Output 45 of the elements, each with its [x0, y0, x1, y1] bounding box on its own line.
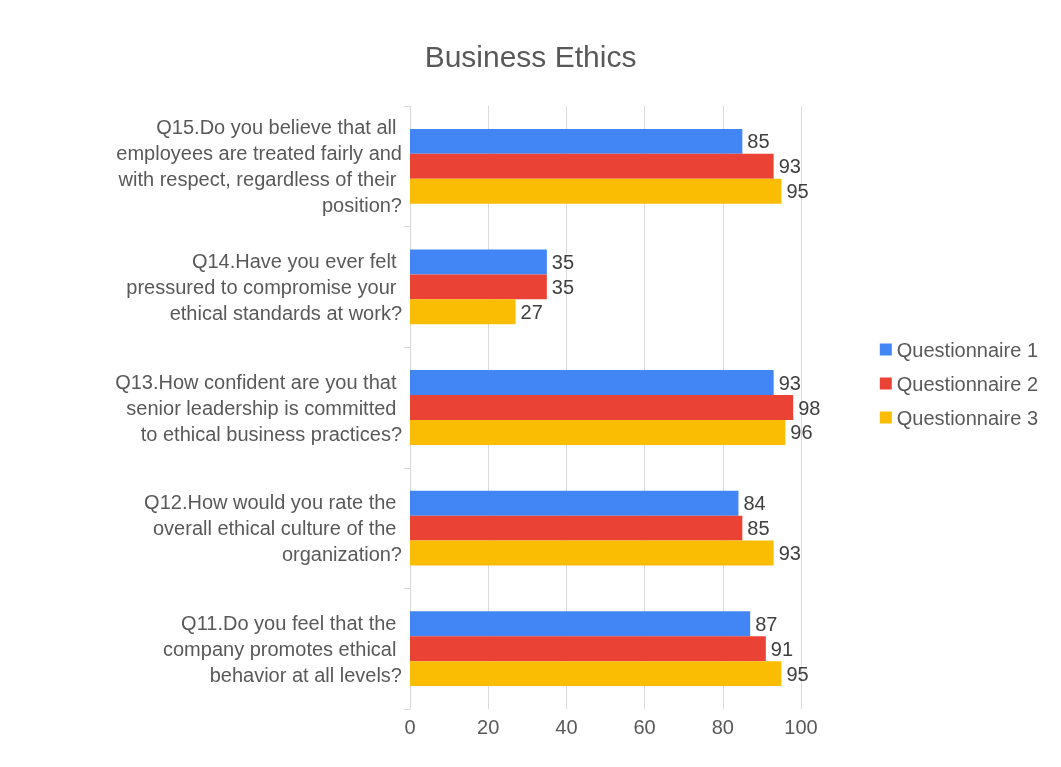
- data-label: 87: [755, 612, 778, 635]
- x-tick-label: 60: [633, 716, 656, 738]
- bar: [410, 128, 743, 154]
- bar: [410, 249, 547, 275]
- data-label: 84: [743, 492, 766, 515]
- bar: [410, 611, 751, 637]
- bar: [410, 395, 794, 420]
- x-tick-label: 20: [477, 716, 500, 738]
- data-label: 35: [551, 250, 575, 273]
- legend-label: Questionnaire 2: [896, 372, 1038, 395]
- data-label: 85: [747, 517, 770, 540]
- data-label: 93: [778, 155, 801, 178]
- data-label: 96: [790, 421, 813, 444]
- bar: [410, 153, 774, 179]
- bar: [410, 370, 774, 396]
- data-label: 91: [770, 637, 794, 660]
- y-tick-label: Q13.How confident are you that senior leadership is committed to ethical business practices?: [115, 370, 402, 445]
- bar: [410, 661, 782, 687]
- data-label: 98: [798, 396, 821, 419]
- chart-title: Business Ethics: [424, 39, 637, 73]
- data-label: 35: [551, 275, 575, 298]
- y-tick-label: Q14.Have you ever felt pressured to compromise your ethical standards at work?: [126, 249, 402, 324]
- bar: [410, 636, 766, 662]
- data-label: 93: [778, 542, 801, 565]
- bar: [410, 490, 739, 516]
- data-label: 93: [778, 371, 801, 394]
- legend-label: Questionnaire 1: [896, 338, 1038, 361]
- data-label: 27: [520, 300, 543, 323]
- bar: [410, 419, 786, 445]
- y-tick-label: Q15.Do you believe that all employees are treated fairly and with respect, regardless of their position?: [112, 116, 402, 217]
- x-tick-label: 40: [555, 716, 578, 738]
- data-label: 95: [786, 180, 809, 203]
- bar: [410, 178, 782, 204]
- x-tick-label: 80: [711, 716, 734, 738]
- bar: [410, 274, 547, 300]
- x-tick-label: 100: [784, 716, 818, 738]
- y-tick-label: Q11.Do you feel that the company promotes ethical behavior at all levels?: [162, 611, 402, 686]
- x-tick-label: 0: [404, 716, 416, 738]
- legend-label: Questionnaire 3: [896, 406, 1038, 429]
- data-label: 85: [747, 130, 770, 153]
- bar: [410, 515, 743, 541]
- bar: [410, 299, 516, 325]
- data-label: 95: [786, 662, 809, 685]
- bar: [410, 540, 774, 566]
- y-tick-label: Q12.How would you rate the overall ethical culture of the organization?: [144, 491, 402, 566]
